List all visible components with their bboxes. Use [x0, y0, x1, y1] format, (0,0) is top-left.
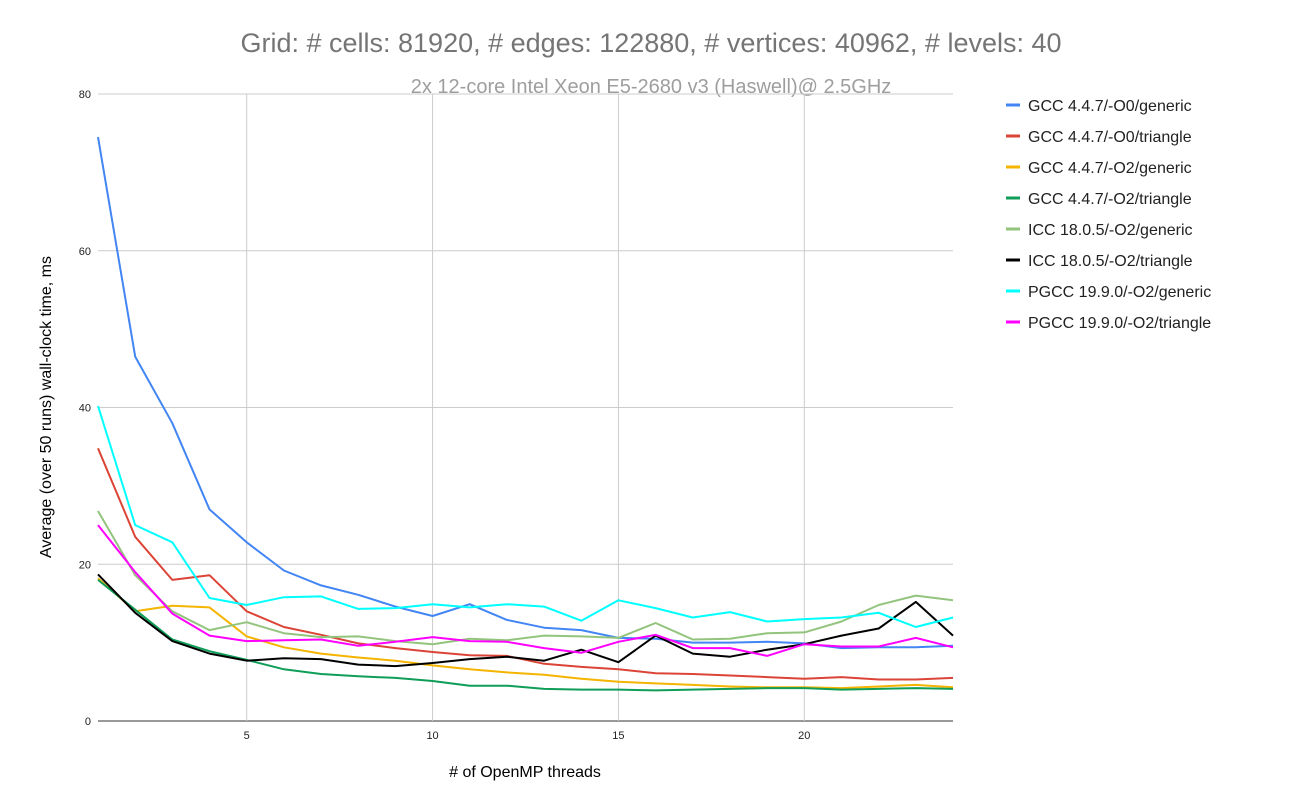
legend-label: GCC 4.4.7/-O0/triangle — [1028, 129, 1192, 146]
series-line-gcc-4-4-7-o2-triangle — [97, 579, 954, 692]
legend-label: PGCC 19.9.0/-O2/triangle — [1028, 315, 1211, 332]
gridlines — [98, 93, 953, 722]
y-tick-label: 0 — [85, 716, 91, 728]
legend-label: GCC 4.4.7/-O2/triangle — [1028, 191, 1192, 208]
series-line-icc-18-0-5-o2-triangle — [97, 573, 954, 668]
series-line-gcc-4-4-7-o2-generic — [97, 577, 954, 690]
series-line-gcc-4-4-7-o0-triangle — [97, 447, 954, 681]
y-tick-label: 20 — [79, 559, 91, 571]
legend-label: PGCC 19.9.0/-O2/generic — [1028, 284, 1211, 301]
tick-labels: 0 20 40 60 80 5 10 15 20 — [79, 89, 811, 742]
chart-title: Grid: # cells: 81920, # edges: 122880, #… — [240, 28, 1061, 58]
chart-subtitle: 2x 12-core Intel Xeon E5-2680 v3 (Haswel… — [411, 76, 892, 98]
y-tick-label: 80 — [79, 89, 91, 101]
x-tick-label: 10 — [426, 730, 438, 742]
y-tick-label: 40 — [79, 403, 91, 415]
x-tick-label: 15 — [612, 730, 624, 742]
legend-label: ICC 18.0.5/-O2/generic — [1028, 222, 1193, 239]
series-line-pgcc-19-9-0-o2-generic — [97, 405, 954, 628]
series-lines — [97, 136, 954, 692]
legend-label: GCC 4.4.7/-O0/generic — [1028, 98, 1192, 115]
legend: GCC 4.4.7/-O0/generic GCC 4.4.7/-O0/trian… — [1006, 98, 1211, 332]
y-axis-title: Average (over 50 runs) wall-clock time, … — [38, 256, 55, 558]
series-line-gcc-4-4-7-o0-generic — [97, 136, 954, 650]
x-tick-label: 5 — [244, 730, 250, 742]
x-tick-label: 20 — [798, 730, 810, 742]
y-tick-label: 60 — [79, 246, 91, 258]
legend-label: GCC 4.4.7/-O2/generic — [1028, 160, 1192, 177]
legend-label: ICC 18.0.5/-O2/triangle — [1028, 253, 1193, 270]
series-line-icc-18-0-5-o2-generic — [97, 510, 954, 646]
x-axis-title: # of OpenMP threads — [449, 764, 601, 781]
series-line-pgcc-19-9-0-o2-triangle — [97, 524, 954, 657]
